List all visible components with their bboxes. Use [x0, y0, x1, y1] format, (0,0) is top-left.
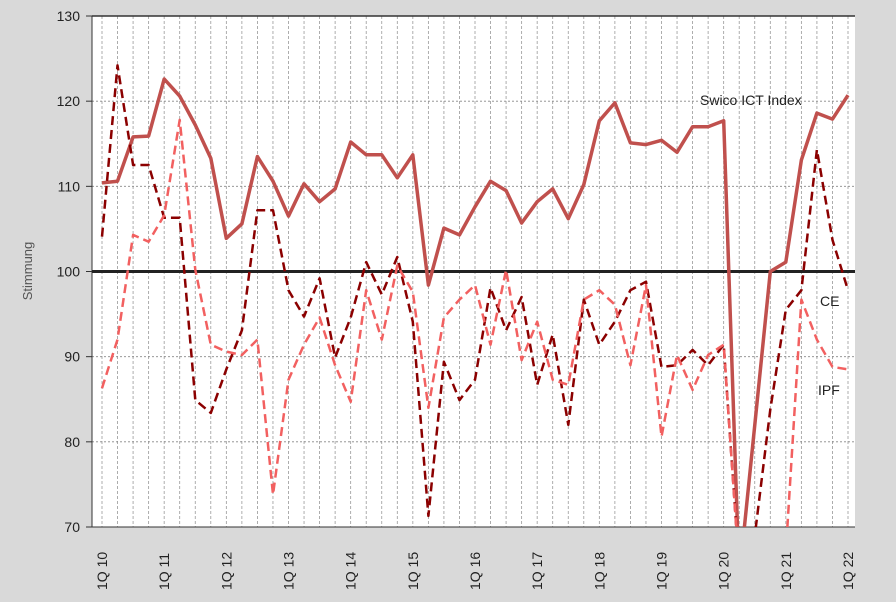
y-tick-label: 120: [57, 93, 81, 109]
x-tick-label: 1Q 10: [94, 552, 110, 590]
x-tick-label: 1Q 16: [467, 552, 483, 590]
series-group: [100, 64, 850, 527]
y-tick-label: 90: [64, 349, 80, 365]
series-label: CE: [820, 293, 839, 309]
x-tick-label: 1Q 17: [529, 552, 545, 590]
y-tick-label: 80: [64, 434, 80, 450]
y-tick-label: 110: [58, 178, 81, 194]
y-axis-label: Stimmung: [20, 242, 35, 301]
x-tick-label: 1Q 14: [343, 552, 359, 590]
x-tick-label: 1Q 13: [281, 552, 297, 590]
x-tick-label: 1Q 19: [654, 552, 670, 590]
series-label: IPF: [818, 382, 840, 398]
series-line: [101, 77, 850, 527]
x-tick-label: 1Q 20: [716, 552, 732, 590]
y-tick-label: 70: [64, 519, 80, 535]
y-tick-label: 100: [57, 264, 81, 280]
x-tick-label: 1Q 22: [840, 552, 856, 590]
x-tick-label: 1Q 15: [405, 552, 421, 590]
x-tick-label: 1Q 11: [156, 553, 172, 590]
series-line: [100, 64, 850, 527]
y-tick-label: 130: [57, 8, 81, 24]
series-label: Swico ICT Index: [700, 92, 802, 108]
x-tick-label: 1Q 18: [591, 552, 607, 590]
x-tick-label: 1Q 21: [778, 552, 794, 590]
x-tick-label: 1Q 12: [218, 552, 234, 590]
